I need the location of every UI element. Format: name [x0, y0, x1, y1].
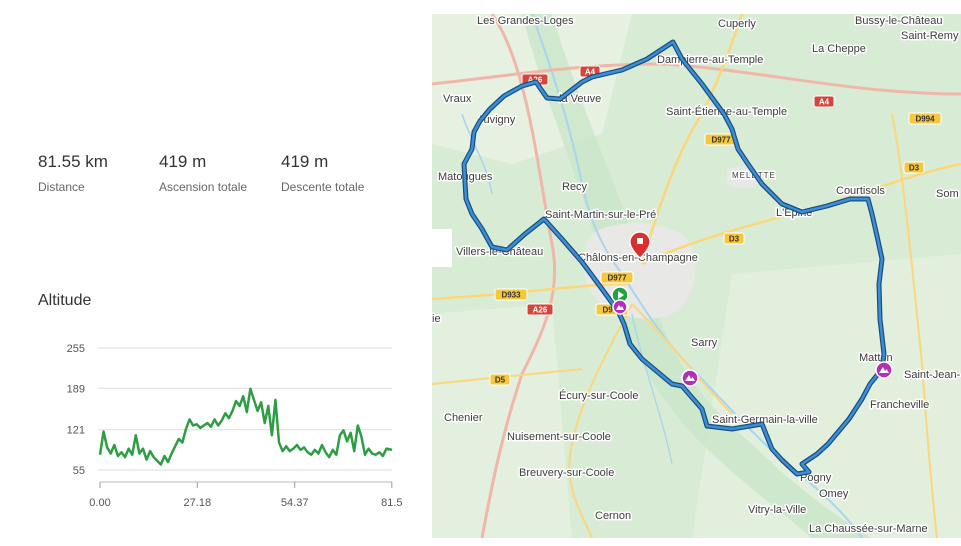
map-place-label: Som [936, 188, 959, 200]
stream [461, 113, 493, 195]
svg-text:D994: D994 [915, 115, 935, 124]
svg-text:D977: D977 [607, 274, 627, 283]
altitude-profile-chart: 255 189 121 55 0.00 27.18 54.37 81.5 [67, 343, 403, 509]
map-place-label: Cernon [595, 510, 631, 522]
map-place-label: Vraux [443, 93, 472, 105]
altitude-y-tick: 255 [67, 343, 85, 355]
svg-text:D933: D933 [501, 291, 521, 300]
map-place-label: Sarry [691, 337, 718, 349]
map-place-label: Saint-Étienne-au-Temple [666, 105, 787, 118]
road-shield: D994 [908, 112, 942, 125]
svg-text:D977: D977 [711, 136, 731, 145]
map-place-label: Breuvery-sur-Coole [519, 467, 614, 479]
svg-text:D977: D977 [602, 306, 622, 315]
road-shield: D3 [723, 232, 745, 245]
map-place-label: La Chaussée-sur-Marne [809, 523, 928, 535]
distance-label: Distance [38, 180, 85, 194]
destination-pin-icon[interactable] [629, 231, 651, 259]
map-place-label: Recy [562, 181, 588, 193]
svg-text:D5: D5 [495, 376, 506, 385]
altitude-y-tick: 55 [73, 465, 85, 477]
map-place-label: Courtisols [836, 185, 885, 197]
map-place-label: Saint-Jean- [904, 369, 961, 381]
map-place-label: Bussy-le-Château [855, 15, 942, 27]
road-shield: D977 [600, 271, 634, 284]
altitude-x-tick: 0.00 [89, 497, 110, 509]
map-control-placeholder[interactable] [432, 229, 452, 267]
altitude-x-tick: 81.5 [381, 497, 402, 509]
distance-value: 81.55 km [38, 152, 108, 171]
descent-value: 419 m [281, 152, 329, 171]
summit-marker-icon[interactable] [681, 369, 699, 387]
map-place-label: Francheville [870, 399, 929, 411]
ascent-value: 419 m [159, 152, 207, 171]
summit-marker-icon[interactable] [875, 361, 893, 379]
road-shield: D5 [489, 373, 511, 386]
altitude-series-line [98, 387, 393, 466]
map-place-label: Saint-Martin-sur-le-Pré [545, 209, 656, 221]
map-place-label: Nuisement-sur-Coole [507, 431, 611, 443]
road-shield: A4 [813, 95, 835, 108]
map-place-label: La Cheppe [812, 43, 866, 55]
map-place-label: Villers-le-Château [456, 246, 543, 258]
map-place-label: Omey [819, 488, 849, 500]
map-place-label: Les Grandes-Loges [477, 15, 574, 27]
stream [631, 313, 673, 465]
field-area [432, 304, 572, 538]
svg-text:D3: D3 [729, 235, 740, 244]
altitude-x-tick: 27.18 [184, 497, 212, 509]
map-place-label: Cuperly [718, 18, 756, 30]
altitude-x-tick: 54.37 [281, 497, 309, 509]
map-place-label: Dampierre-au-Temple [657, 54, 763, 66]
ascent-label: Ascension totale [159, 180, 248, 194]
river-valley [522, 14, 872, 538]
route-map[interactable]: ie A26 A4 A4 D994 D977 D3 D3 D977 D933 D977 A26 D5 … [432, 14, 961, 538]
map-place-label: Chenier [444, 412, 483, 424]
map-place-label: Châlons-en-Champagne [578, 252, 698, 264]
map-place-label: Vitry-la-Ville [748, 504, 806, 516]
altitude-y-tick: 121 [67, 425, 85, 437]
svg-text:A4: A4 [819, 98, 830, 107]
map-place-label: Saint-Remy [901, 30, 959, 42]
summit-marker-icon[interactable] [612, 299, 628, 315]
map-place-label: Saint-Germain-la-ville [712, 414, 818, 426]
place-label-partial: ie [432, 313, 441, 325]
svg-text:A4: A4 [585, 68, 596, 77]
descent-label: Descente totale [281, 180, 365, 194]
altitude-title: Altitude [38, 292, 92, 309]
svg-text:D3: D3 [909, 164, 920, 173]
route-summary-panel: 81.55 km Distance 419 m Ascension totale… [0, 0, 432, 546]
map-canvas[interactable]: ie A26A4A4D994D977D3D3D977D933D977A26D5 … [432, 14, 961, 538]
road-shield: D933 [494, 288, 528, 301]
road-shield: D3 [903, 161, 925, 174]
svg-text:A26: A26 [533, 306, 548, 315]
altitude-y-tick: 189 [67, 383, 85, 395]
route-line [462, 40, 886, 476]
road-shield: A26 [526, 303, 554, 316]
map-place-label: Écury-sur-Coole [559, 389, 638, 402]
